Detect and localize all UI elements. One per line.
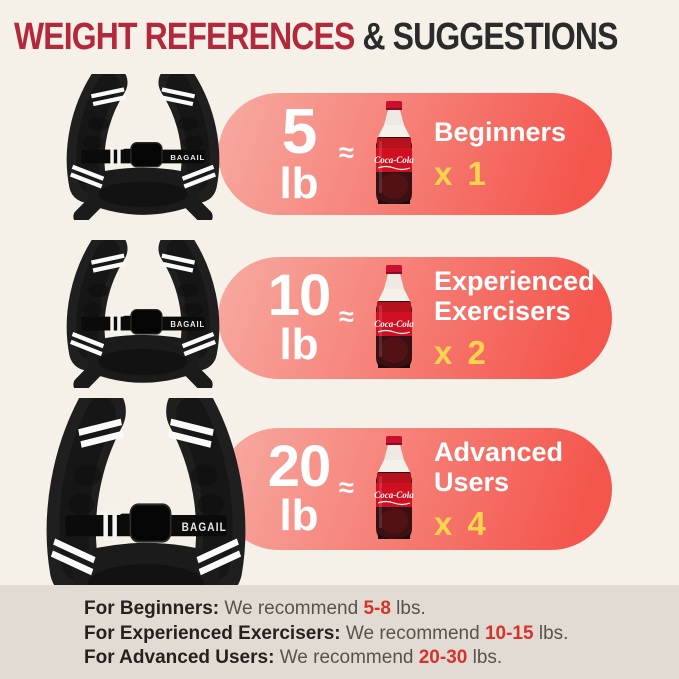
bottle-multiplier: x 4 xyxy=(434,504,489,542)
recommendation-line: For Experienced Exercisers: We recommend… xyxy=(84,622,679,647)
weight-vest-image: BAGAIL xyxy=(66,240,220,388)
vest-brand-text: BAGAIL xyxy=(170,320,205,329)
footer-mid-text: We recommend xyxy=(219,598,364,619)
suggestion-pill-experienced: 10 lb ≈ Coca-Cola Experienced Exercisers … xyxy=(218,257,612,379)
footer-bold-label: For Beginners: xyxy=(84,598,220,619)
audience-label: Experienced Exercisers xyxy=(434,267,595,326)
coke-bottle-icon: Coca-Cola xyxy=(374,265,414,368)
suggestion-text: Experienced Exercisers x 2 xyxy=(434,257,595,379)
suggestion-text: Beginners x 1 xyxy=(434,93,566,215)
weight-value: 10 xyxy=(267,263,332,329)
audience-label-line: Users xyxy=(434,467,510,497)
footer-weight-range: 10-15 xyxy=(484,622,534,644)
approx-symbol: ≈ xyxy=(339,301,354,332)
title-highlight: WEIGHT REFERENCES xyxy=(14,16,355,58)
vest-brand-text: BAGAIL xyxy=(170,153,205,162)
coke-bottle-icon: Coca-Cola xyxy=(374,436,414,539)
weight-unit: lb xyxy=(279,491,319,541)
weight-vest-image: BAGAIL xyxy=(66,74,220,220)
coke-label-text: Coca-Cola xyxy=(374,490,414,500)
approx-symbol: ≈ xyxy=(339,472,354,503)
bottle-multiplier: x 2 xyxy=(434,333,489,371)
page-title: WEIGHT REFERENCES & SUGGESTIONS xyxy=(14,16,618,59)
recommendation-footer: For Beginners: We recommend 5-8 lbs. For… xyxy=(0,585,679,679)
weight-block: 20 lb xyxy=(246,428,352,550)
recommendation-line: For Beginners: We recommend 5-8 lbs. xyxy=(84,597,679,622)
audience-label-line: Advanced xyxy=(434,437,564,468)
footer-bold-label: For Experienced Exercisers: xyxy=(84,622,341,644)
footer-weight-range: 20-30 xyxy=(418,647,468,668)
footer-bold-label: For Advanced Users: xyxy=(84,647,275,668)
footer-mid-text: We recommend xyxy=(340,622,485,644)
footer-weight-range: 5-8 xyxy=(363,598,391,619)
vest-brand-text: BAGAIL xyxy=(182,521,227,534)
footer-suffix: lbs. xyxy=(390,598,426,619)
footer-mid-text: We recommend xyxy=(274,647,419,668)
audience-label: Advanced Users xyxy=(434,438,563,497)
bottle-multiplier: x 1 xyxy=(434,154,489,192)
audience-label-line: Beginners xyxy=(434,117,567,148)
coke-bottle-icon: Coca-Cola xyxy=(374,101,414,204)
suggestion-text: Advanced Users x 4 xyxy=(434,428,563,550)
suggestion-pill-beginners: 5 lb ≈ Coca-Cola Beginners x 1 xyxy=(218,93,612,215)
audience-label-line: Experienced xyxy=(434,266,595,297)
suggestion-pill-advanced: 20 lb ≈ Coca-Cola Advanced Users x 4 xyxy=(218,428,612,550)
weight-value: 20 xyxy=(267,434,332,500)
coke-label-text: Coca-Cola xyxy=(374,319,414,329)
audience-label-line: Exercisers xyxy=(434,296,571,326)
recommendation-line: For Advanced Users: We recommend 20-30 l… xyxy=(84,646,679,671)
approx-symbol: ≈ xyxy=(339,137,354,168)
footer-suffix: lbs. xyxy=(533,622,569,644)
weight-block: 5 lb xyxy=(246,93,352,215)
weight-unit: lb xyxy=(279,158,319,208)
title-rest: & SUGGESTIONS xyxy=(354,16,618,58)
weight-unit: lb xyxy=(279,320,319,370)
footer-suffix: lbs. xyxy=(467,647,503,668)
audience-label: Beginners xyxy=(434,117,567,148)
weight-block: 10 lb xyxy=(246,257,352,379)
coke-label-text: Coca-Cola xyxy=(374,155,414,165)
weight-value: 5 xyxy=(281,95,318,168)
